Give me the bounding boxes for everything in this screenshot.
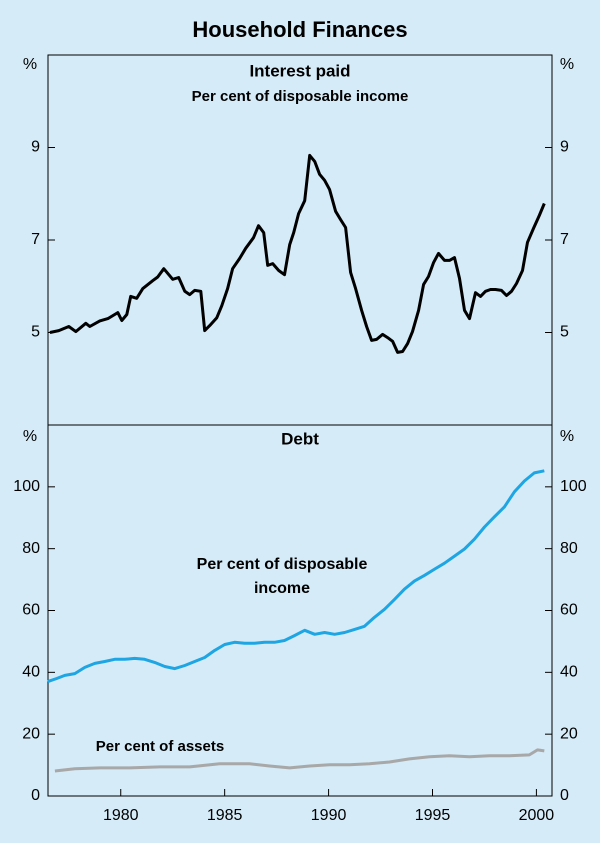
series-label: Per cent of assets bbox=[96, 738, 224, 755]
y-tick-label: 40 bbox=[22, 664, 40, 681]
x-tick-label: 2000 bbox=[519, 807, 555, 824]
y-unit: % bbox=[560, 428, 574, 445]
y-tick-label: 100 bbox=[13, 478, 40, 495]
x-tick-label: 1990 bbox=[311, 807, 347, 824]
x-tick-label: 1995 bbox=[415, 807, 451, 824]
y-tick-label: 7 bbox=[560, 231, 569, 248]
y-unit: % bbox=[560, 56, 574, 73]
y-tick-label: 60 bbox=[22, 602, 40, 619]
y-tick-label: 9 bbox=[560, 139, 569, 156]
panel-title: Interest paid bbox=[249, 61, 350, 80]
y-tick-label: 20 bbox=[560, 725, 578, 742]
data-line bbox=[47, 469, 545, 684]
y-tick-label: 5 bbox=[31, 324, 40, 341]
y-tick-label: 0 bbox=[560, 787, 569, 804]
data-line bbox=[54, 748, 545, 773]
y-tick-label: 100 bbox=[560, 478, 587, 495]
x-tick-label: 1980 bbox=[103, 807, 139, 824]
y-tick-label: 7 bbox=[31, 231, 40, 248]
x-tick-label: 1985 bbox=[207, 807, 243, 824]
y-tick-label: 80 bbox=[22, 540, 40, 557]
chart-title: Household Finances bbox=[192, 17, 407, 42]
panel-subtitle: Per cent of disposable income bbox=[192, 88, 409, 105]
y-tick-label: 60 bbox=[560, 602, 578, 619]
y-tick-label: 9 bbox=[31, 139, 40, 156]
y-tick-label: 5 bbox=[560, 324, 569, 341]
series-label: Per cent of disposable income bbox=[196, 556, 368, 597]
y-tick-label: 0 bbox=[31, 787, 40, 804]
y-tick-label: 20 bbox=[22, 725, 40, 742]
y-tick-label: 40 bbox=[560, 664, 578, 681]
y-unit: % bbox=[23, 56, 37, 73]
y-unit: % bbox=[23, 428, 37, 445]
data-line bbox=[49, 153, 546, 354]
y-tick-label: 80 bbox=[560, 540, 578, 557]
panel-title: Debt bbox=[281, 429, 319, 448]
